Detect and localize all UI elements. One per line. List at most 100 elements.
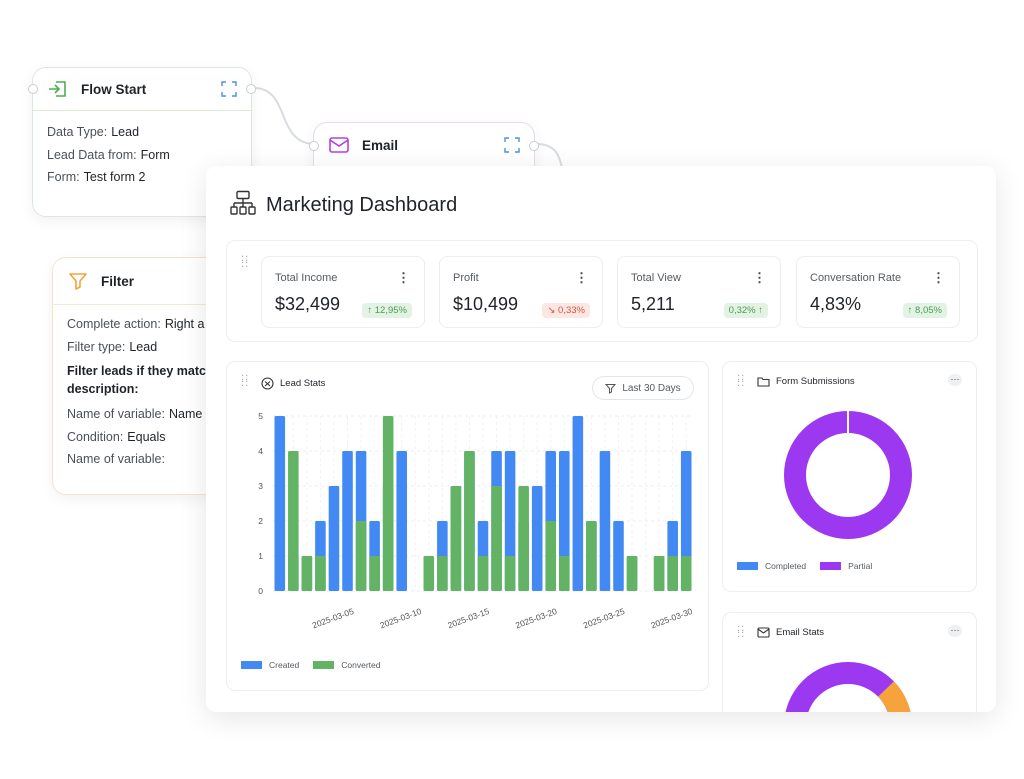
stat-card-conversation-rate: Conversation Rate ⋮ 4,83% ↑ 8,05% xyxy=(796,256,960,328)
node-field: Name of variable: Name xyxy=(67,407,203,421)
node-title: Filter xyxy=(101,273,135,289)
bar-converted xyxy=(545,521,557,591)
stat-value: $10,499 xyxy=(453,294,519,314)
node-title: Flow Start xyxy=(81,81,147,97)
donut-slice-partial xyxy=(784,411,912,539)
bar-converted xyxy=(586,521,597,591)
stat-label: Total Income xyxy=(275,272,338,284)
dashboard-header: Marketing Dashboard xyxy=(230,190,457,221)
bar-converted xyxy=(464,451,475,591)
bar-created xyxy=(342,451,353,591)
stat-change-badge: ↑ 8,05% xyxy=(902,303,947,318)
legend-item-partial[interactable]: Partial xyxy=(820,561,872,571)
stat-label: Profit xyxy=(453,272,479,284)
input-port[interactable] xyxy=(28,84,38,94)
more-vertical-icon[interactable]: ⋮ xyxy=(575,270,588,285)
more-options-button[interactable]: ··· xyxy=(948,374,962,386)
drag-handle-icon[interactable]: ⁚⁚ ⁚⁚ xyxy=(737,374,746,389)
envelope-icon xyxy=(757,627,770,638)
more-vertical-icon[interactable]: ⋮ xyxy=(753,270,766,285)
output-port[interactable] xyxy=(529,141,539,151)
stat-card-total-view: Total View ⋮ 5,211 0,32% ↑ xyxy=(617,256,781,328)
stat-change-badge: 0,32% ↑ xyxy=(723,303,768,318)
date-range-button[interactable]: Last 30 Days xyxy=(592,376,694,400)
lead-legend: Created Converted xyxy=(241,660,394,670)
node-field: Filter type: Lead xyxy=(67,339,158,354)
x-tick-label: 2025-03-20 xyxy=(514,606,559,630)
x-tick-label: 2025-03-25 xyxy=(582,606,627,630)
y-tick-label: 0 xyxy=(258,586,263,596)
bar-created xyxy=(599,451,611,591)
form-legend: Completed Partial xyxy=(737,561,886,571)
email-stats-donut xyxy=(785,662,911,712)
bar-converted xyxy=(355,521,367,591)
node-field: Data Type: Lead xyxy=(47,125,140,139)
panel-header: Lead Stats xyxy=(261,377,325,390)
date-range-label: Last 30 Days xyxy=(622,382,681,394)
form-submissions-panel: ⁚⁚ ⁚⁚ Form Submissions ··· Completed Part… xyxy=(722,361,977,592)
filter-icon xyxy=(605,383,617,394)
node-field: Complete action: Right a xyxy=(67,317,205,331)
stat-change-badge: ↘ 0,33% xyxy=(542,303,590,318)
bar-converted xyxy=(369,556,380,591)
more-vertical-icon[interactable]: ⋮ xyxy=(932,270,945,285)
flow-start-node[interactable]: Flow Start Data Type: Lead Lead Data from… xyxy=(28,67,256,217)
bar-converted xyxy=(504,556,516,591)
bar-converted xyxy=(477,556,489,591)
bar-converted xyxy=(301,556,313,591)
node-field: Condition: Equals xyxy=(67,429,166,444)
x-tick-label: 2025-03-15 xyxy=(446,606,491,630)
legend-swatch xyxy=(820,562,842,570)
y-tick-label: 5 xyxy=(258,411,263,421)
bar-converted xyxy=(437,556,448,591)
funnel-icon xyxy=(67,270,89,292)
x-tick-label: 2025-03-05 xyxy=(311,606,356,630)
email-stats-panel: ⁚⁚ ⁚⁚ Email Stats ··· xyxy=(722,612,977,712)
connector-line xyxy=(253,87,314,145)
stat-value: 5,211 xyxy=(631,294,675,314)
bar-converted xyxy=(450,486,462,591)
stat-change-badge: ↑ 12,95% xyxy=(362,303,412,318)
bar-converted xyxy=(382,416,394,591)
drag-handle-icon[interactable]: ⁚⁚ ⁚⁚ xyxy=(737,625,746,640)
login-icon xyxy=(47,78,69,100)
drag-handle-icon[interactable]: ⁚⁚ ⁚⁚ xyxy=(241,374,250,389)
x-tick-label: 2025-03-10 xyxy=(379,606,424,630)
legend-swatch xyxy=(737,562,758,570)
node-field: Name of variable: xyxy=(67,452,165,466)
panel-header: Form Submissions xyxy=(757,376,855,387)
more-vertical-icon[interactable]: ⋮ xyxy=(397,270,410,285)
sitemap-icon xyxy=(230,190,256,221)
legend-swatch xyxy=(241,661,262,669)
bar-converted xyxy=(315,556,326,591)
form-submissions-donut xyxy=(784,410,912,539)
expand-icon[interactable] xyxy=(221,81,237,97)
lead-stats-chart: 0 1 2 3 4 5 2025-03-05 2025-03-10 2025-03-15 2025… xyxy=(258,411,695,630)
page-title: Marketing Dashboard xyxy=(266,194,458,216)
filter-description: Filter leads if they match description: xyxy=(67,364,214,396)
marketing-dashboard: Marketing Dashboard ⁚⁚ ⁚⁚ Total Income ⋮ … xyxy=(206,166,996,712)
bar-converted xyxy=(626,556,638,591)
y-tick-label: 1 xyxy=(258,551,263,561)
y-tick-label: 2 xyxy=(258,516,263,526)
bar-converted xyxy=(559,556,570,591)
output-port[interactable] xyxy=(246,84,256,94)
expand-icon[interactable] xyxy=(504,137,520,153)
more-options-button[interactable]: ··· xyxy=(948,625,962,637)
bar-created xyxy=(613,521,624,591)
legend-swatch xyxy=(313,661,335,669)
drag-handle-icon[interactable]: ⁚⁚ ⁚⁚ xyxy=(241,255,250,270)
bar-converted xyxy=(288,451,299,591)
input-port[interactable] xyxy=(309,141,319,151)
panel-header: Email Stats xyxy=(757,627,824,638)
bar-converted xyxy=(518,486,529,591)
stat-value: 4,83% xyxy=(810,294,862,314)
panel-title: Form Submissions xyxy=(776,376,855,387)
folder-icon xyxy=(757,376,770,387)
node-field: Form: Test form 2 xyxy=(47,170,146,184)
legend-item-converted[interactable]: Converted xyxy=(313,660,380,670)
y-tick-label: 4 xyxy=(258,446,263,456)
legend-item-completed[interactable]: Completed xyxy=(737,561,806,571)
legend-item-created[interactable]: Created xyxy=(241,660,299,670)
x-tick-label: 2025-03-30 xyxy=(650,606,695,630)
